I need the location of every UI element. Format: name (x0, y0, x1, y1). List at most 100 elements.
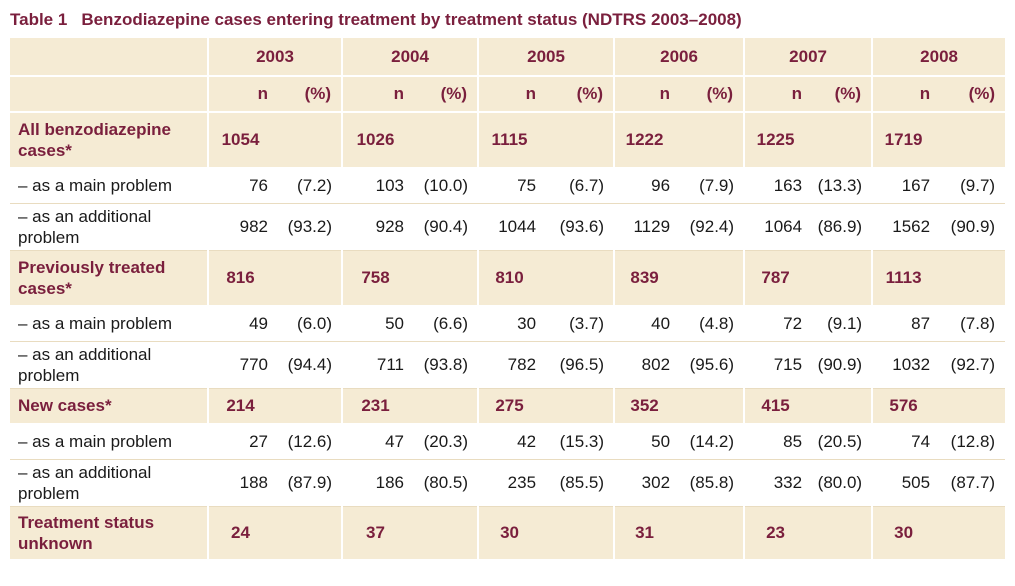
row-label: – as an additional problem (10, 459, 208, 507)
pct-header: (%) (806, 76, 874, 113)
empty-cell (934, 388, 1006, 425)
category-row: All benzodiazepine cases* 1054 1026 1115 122… (10, 112, 1006, 169)
category-total: 787 (744, 250, 807, 307)
pct-value: (7.8) (934, 306, 1006, 342)
n-value: 96 (614, 168, 675, 204)
n-header: n (342, 76, 409, 113)
year-header: 2007 (744, 38, 874, 77)
table-row: – as an additional problem 188 (87.9) 186 (8… (10, 459, 1006, 507)
category-label: Previously treated cases* (10, 250, 209, 307)
empty-cell (674, 388, 746, 425)
row-label: – as an additional problem (10, 341, 208, 389)
empty-cell (272, 112, 344, 169)
n-value: 42 (478, 424, 541, 460)
n-value: 235 (478, 459, 541, 507)
row-label: – as a main problem (10, 306, 208, 342)
pct-value: (15.3) (540, 424, 615, 460)
n-header: n (614, 76, 675, 113)
empty-cell (540, 250, 616, 307)
n-value: 1064 (744, 203, 807, 251)
n-value: 802 (614, 341, 675, 389)
pct-value: (90.9) (934, 203, 1006, 251)
pct-value: (90.4) (408, 203, 479, 251)
benzodiazepine-table: 2003 2004 2005 2006 2007 2008 n (%) n (%) n (%) n (%)… (10, 38, 1006, 561)
n-value: 27 (208, 424, 272, 460)
n-value: 47 (342, 424, 409, 460)
header-corner (10, 76, 209, 113)
n-value: 711 (342, 341, 409, 389)
n-value: 715 (744, 341, 807, 389)
table-number: Table 1 (10, 10, 68, 29)
year-header: 2003 (208, 38, 344, 77)
category-total: 23 (744, 506, 807, 561)
pct-value: (92.4) (674, 203, 745, 251)
n-value: 302 (614, 459, 675, 507)
empty-cell (934, 112, 1006, 169)
n-header: n (478, 76, 541, 113)
table-row: – as an additional problem 982 (93.2) 928 (9… (10, 203, 1006, 251)
pct-value: (80.0) (806, 459, 873, 507)
category-total: 415 (744, 388, 807, 425)
row-label: – as an additional problem (10, 203, 208, 251)
empty-cell (408, 506, 480, 561)
pct-header: (%) (272, 76, 344, 113)
category-total: 758 (342, 250, 409, 307)
category-label: New cases* (10, 388, 209, 425)
pct-value: (20.3) (408, 424, 479, 460)
pct-value: (96.5) (540, 341, 615, 389)
empty-cell (540, 388, 616, 425)
category-total: 1054 (208, 112, 272, 169)
pct-value: (10.0) (408, 168, 479, 204)
n-value: 1032 (872, 341, 935, 389)
empty-cell (934, 250, 1006, 307)
n-header: n (208, 76, 272, 113)
pct-value: (92.7) (934, 341, 1006, 389)
empty-cell (806, 250, 874, 307)
pct-value: (6.7) (540, 168, 615, 204)
pct-header: (%) (540, 76, 616, 113)
table-row: – as a main problem 49 (6.0) 50 (6.6) 30 (3.7)… (10, 306, 1006, 342)
category-total: 1115 (478, 112, 541, 169)
pct-value: (6.0) (272, 306, 343, 342)
category-label: Treatment status unknown (10, 506, 209, 561)
n-value: 167 (872, 168, 935, 204)
empty-cell (408, 112, 480, 169)
empty-cell (674, 112, 746, 169)
n-value: 72 (744, 306, 807, 342)
year-header: 2006 (614, 38, 746, 77)
category-total: 30 (478, 506, 541, 561)
n-value: 782 (478, 341, 541, 389)
category-total: 1113 (872, 250, 935, 307)
empty-cell (806, 112, 874, 169)
category-total: 214 (208, 388, 272, 425)
empty-cell (408, 250, 480, 307)
category-total: 275 (478, 388, 541, 425)
pct-value: (95.6) (674, 341, 745, 389)
n-value: 75 (478, 168, 541, 204)
pct-value: (6.6) (408, 306, 479, 342)
pct-value: (20.5) (806, 424, 873, 460)
pct-value: (93.6) (540, 203, 615, 251)
pct-value: (7.2) (272, 168, 343, 204)
n-header: n (872, 76, 935, 113)
category-total: 24 (208, 506, 272, 561)
n-value: 188 (208, 459, 272, 507)
n-value: 74 (872, 424, 935, 460)
empty-cell (540, 506, 616, 561)
table-title: Table 1 Benzodiazepine cases entering tre… (10, 6, 742, 34)
pct-value: (93.2) (272, 203, 343, 251)
pct-value: (13.3) (806, 168, 873, 204)
n-value: 103 (342, 168, 409, 204)
pct-value: (7.9) (674, 168, 745, 204)
empty-cell (540, 112, 616, 169)
pct-value: (90.9) (806, 341, 873, 389)
pct-value: (85.8) (674, 459, 745, 507)
pct-value: (12.8) (934, 424, 1006, 460)
empty-cell (408, 388, 480, 425)
category-total: 810 (478, 250, 541, 307)
category-label: All benzodiazepine cases* (10, 112, 209, 169)
category-total: 1026 (342, 112, 409, 169)
pct-value: (9.7) (934, 168, 1006, 204)
year-header: 2005 (478, 38, 616, 77)
table-row: – as an additional problem 770 (94.4) 711 (9… (10, 341, 1006, 389)
